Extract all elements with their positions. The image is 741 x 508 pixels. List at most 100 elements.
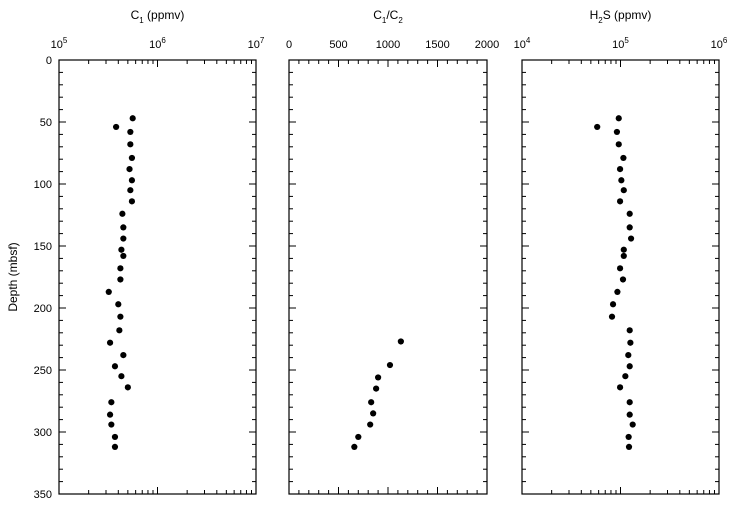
data-point bbox=[126, 166, 133, 173]
panel-title: C1/C2 bbox=[373, 8, 403, 25]
data-point bbox=[397, 338, 404, 345]
y-tick-label: 300 bbox=[34, 427, 52, 439]
y-tick-label: 0 bbox=[46, 55, 52, 67]
y-tick-label: 250 bbox=[34, 365, 52, 377]
data-point bbox=[626, 327, 633, 334]
x-tick-label: 0 bbox=[286, 39, 292, 51]
plot-frame bbox=[521, 59, 720, 495]
data-point bbox=[625, 433, 632, 441]
data-point bbox=[386, 361, 394, 369]
data-point bbox=[625, 352, 632, 359]
y-tick-label: 100 bbox=[34, 179, 52, 191]
data-point bbox=[108, 399, 115, 406]
x-tick-label-base: 10 bbox=[248, 39, 260, 51]
title-text: /C bbox=[386, 8, 398, 22]
x-tick-label: 500 bbox=[329, 39, 347, 51]
data-point bbox=[355, 433, 362, 441]
data-point bbox=[127, 141, 134, 148]
data-point bbox=[622, 373, 629, 380]
title-text: S (ppmv) bbox=[603, 8, 652, 22]
data-point bbox=[368, 399, 375, 406]
data-point bbox=[117, 313, 124, 320]
data-point bbox=[616, 265, 624, 272]
data-point bbox=[129, 115, 136, 122]
data-point bbox=[627, 339, 634, 346]
data-point bbox=[128, 154, 136, 162]
panel-title: H2S (ppmv) bbox=[590, 8, 652, 25]
data-point bbox=[120, 252, 127, 260]
data-point bbox=[614, 288, 621, 295]
data-point bbox=[128, 198, 136, 205]
data-point bbox=[118, 373, 125, 380]
data-point bbox=[115, 301, 122, 308]
data-point bbox=[106, 339, 114, 346]
x-tick-label: 105 bbox=[51, 36, 68, 51]
title-subscript: 1 bbox=[139, 16, 144, 25]
data-point bbox=[620, 252, 627, 260]
title-text: (ppmv) bbox=[144, 8, 185, 22]
data-point bbox=[620, 246, 627, 253]
x-tick-label: 2000 bbox=[475, 39, 499, 51]
data-point bbox=[608, 313, 616, 320]
x-tick-label: 106 bbox=[149, 36, 166, 51]
y-tick-label: 200 bbox=[34, 303, 52, 315]
data-point bbox=[609, 301, 617, 308]
data-point bbox=[370, 410, 377, 417]
title-subscript: 2 bbox=[598, 16, 603, 25]
data-point bbox=[111, 363, 119, 370]
panel-2: 0 500 1000 1500 2000 C1/C2 bbox=[286, 8, 499, 495]
x-tick-label: 1500 bbox=[425, 39, 449, 51]
y-tick-label: 150 bbox=[34, 241, 52, 253]
title-subscript: 1 bbox=[382, 16, 387, 25]
x-tick-label-exponent: 5 bbox=[624, 36, 629, 45]
data-point bbox=[625, 443, 633, 450]
data-point bbox=[113, 123, 120, 131]
data-point bbox=[119, 210, 126, 217]
data-point bbox=[105, 288, 112, 295]
data-point bbox=[626, 224, 633, 231]
data-point bbox=[117, 276, 124, 283]
data-point bbox=[116, 327, 123, 334]
title-subscript: 2 bbox=[398, 16, 403, 25]
data-point bbox=[111, 433, 119, 441]
panel-title: C1 (ppmv) bbox=[131, 8, 185, 25]
y-axis-label: Depth (mbsf) bbox=[6, 242, 20, 311]
data-point bbox=[627, 235, 635, 242]
data-point bbox=[128, 177, 136, 184]
data-point bbox=[120, 235, 127, 242]
title-text: H bbox=[590, 8, 599, 22]
data-point bbox=[613, 128, 621, 136]
x-tick-label: 106 bbox=[711, 36, 728, 51]
data-point bbox=[619, 276, 627, 283]
data-point bbox=[120, 352, 127, 359]
x-tick-label-base: 10 bbox=[149, 39, 161, 51]
data-point bbox=[626, 399, 633, 406]
plot-frame bbox=[58, 59, 257, 495]
x-tick-label-exponent: 6 bbox=[161, 36, 166, 45]
data-point bbox=[117, 265, 124, 272]
x-tick-label-exponent: 7 bbox=[260, 36, 265, 45]
x-tick-label: 105 bbox=[612, 36, 629, 51]
data-point bbox=[367, 421, 374, 428]
data-point bbox=[373, 385, 380, 392]
data-point bbox=[108, 421, 115, 428]
x-tick-label-base: 10 bbox=[51, 39, 63, 51]
x-tick-label-base: 10 bbox=[514, 39, 526, 51]
data-point bbox=[124, 384, 131, 391]
data-point bbox=[615, 115, 622, 122]
x-tick-label-base: 10 bbox=[612, 39, 624, 51]
data-point bbox=[629, 421, 636, 428]
data-point bbox=[106, 411, 114, 418]
data-point bbox=[618, 177, 625, 184]
data-point bbox=[594, 123, 601, 131]
data-point bbox=[615, 141, 622, 148]
data-point bbox=[626, 411, 633, 418]
x-tick-label-exponent: 6 bbox=[723, 36, 728, 45]
data-point bbox=[351, 443, 358, 450]
data-point bbox=[127, 187, 134, 194]
title-text: C bbox=[373, 8, 382, 22]
data-point bbox=[626, 363, 633, 370]
x-tick-label: 104 bbox=[514, 36, 531, 51]
